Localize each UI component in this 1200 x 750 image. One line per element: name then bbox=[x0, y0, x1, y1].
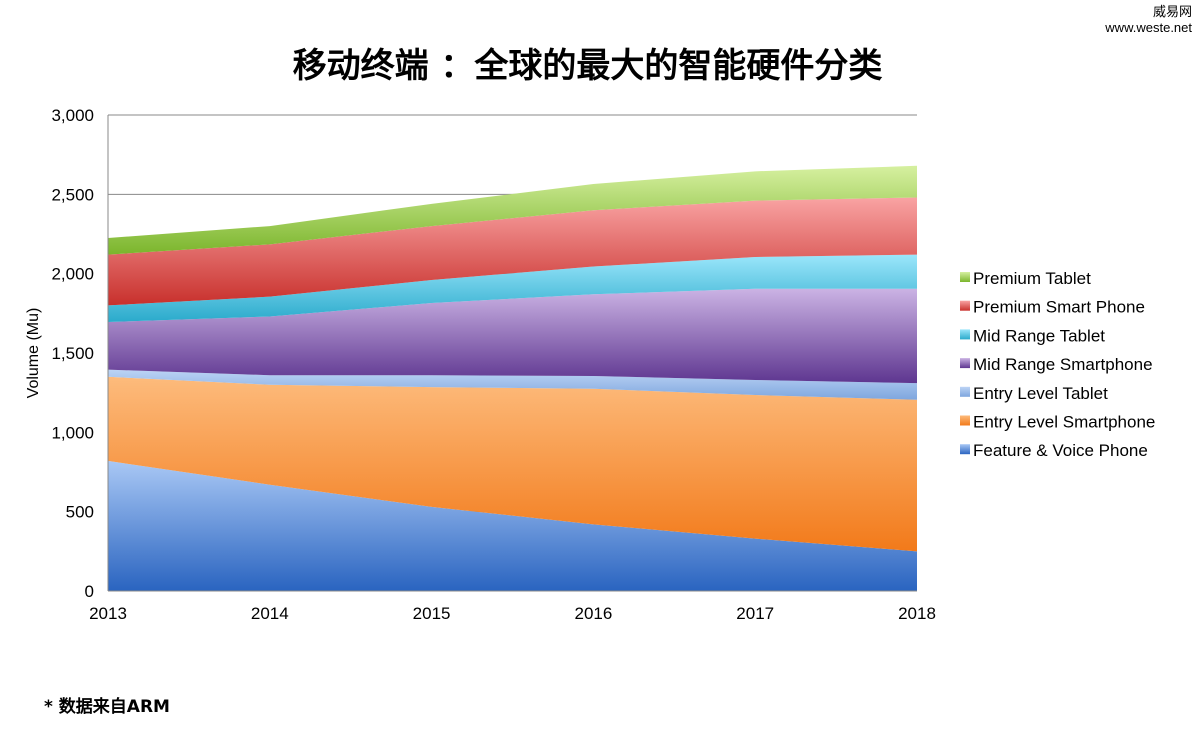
legend-swatch bbox=[960, 329, 970, 340]
legend-label: Mid Range Smartphone bbox=[973, 355, 1153, 374]
x-tick-label: 2015 bbox=[413, 604, 451, 623]
legend-label: Premium Smart Phone bbox=[973, 298, 1145, 317]
area-mid-range-smartphone bbox=[108, 288, 917, 384]
y-tick-label: 2,000 bbox=[51, 265, 94, 284]
y-tick-label: 500 bbox=[66, 503, 94, 522]
x-tick-label: 2013 bbox=[89, 604, 127, 623]
footnote: * 数据来自ARM bbox=[44, 697, 170, 717]
y-tick-label: 1,000 bbox=[51, 423, 94, 442]
legend-label: Entry Level Smartphone bbox=[973, 413, 1155, 432]
legend-label: Feature & Voice Phone bbox=[973, 441, 1148, 460]
y-tick-label: 3,000 bbox=[51, 106, 94, 125]
area-entry-level-smartphone bbox=[108, 376, 917, 552]
legend-swatch bbox=[960, 358, 970, 369]
legend-swatch bbox=[960, 300, 970, 311]
area-entry-level-tablet bbox=[108, 369, 917, 400]
y-tick-label: 0 bbox=[85, 582, 94, 601]
legend-label: Mid Range Tablet bbox=[973, 326, 1105, 345]
x-tick-label: 2017 bbox=[736, 604, 774, 623]
y-tick-label: 2,500 bbox=[51, 185, 94, 204]
legend-swatch bbox=[960, 444, 970, 455]
area-premium-smart-phone bbox=[108, 197, 917, 306]
area-mid-range-tablet bbox=[108, 254, 917, 323]
area-premium-tablet bbox=[108, 165, 917, 255]
y-tick-label: 1,500 bbox=[51, 344, 94, 363]
watermark-name: 威易网 bbox=[1152, 4, 1192, 19]
watermark-url: www.weste.net bbox=[1105, 20, 1192, 35]
x-tick-label: 2014 bbox=[251, 604, 289, 623]
legend-swatch bbox=[960, 272, 970, 282]
y-axis-label: Volume (Mu) bbox=[25, 308, 42, 399]
legend-swatch bbox=[960, 386, 970, 397]
legend-label: Entry Level Tablet bbox=[973, 384, 1108, 403]
legend-label: Premium Tablet bbox=[973, 269, 1091, 288]
x-tick-label: 2018 bbox=[898, 604, 936, 623]
chart-title: 移动终端 ：全球的最大的智能硬件分类 bbox=[292, 46, 883, 86]
x-tick-label: 2016 bbox=[574, 604, 612, 623]
area-feature-voice-phone bbox=[108, 460, 917, 591]
legend-swatch bbox=[960, 415, 970, 426]
watermark: 威易网 www.weste.net bbox=[1105, 4, 1192, 36]
